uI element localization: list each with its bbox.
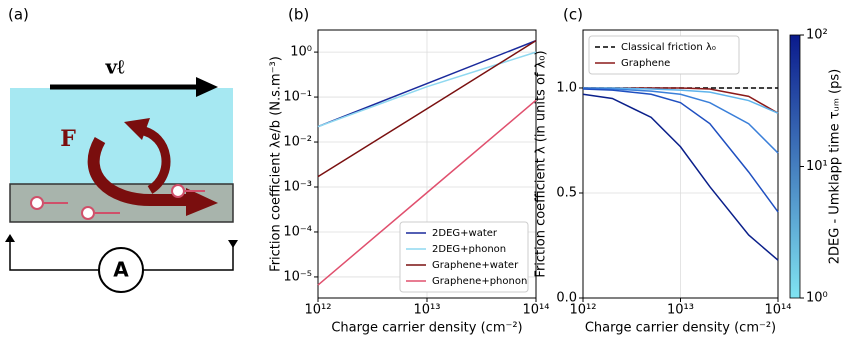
series-line <box>582 88 779 213</box>
series-line <box>583 87 779 114</box>
colorbar-tick-label: 10² <box>806 28 828 43</box>
series-line <box>317 99 537 286</box>
colorbar-label: 2DEG - Umklapp time τᵤₘ (ps) <box>828 69 843 264</box>
force-label: F <box>60 126 76 152</box>
panel-label: (a) <box>8 6 29 24</box>
rotation-arrow <box>138 125 171 194</box>
wire <box>143 240 234 271</box>
series-line <box>317 39 537 178</box>
legend-label: Graphene <box>621 58 670 69</box>
y-axis-label: Friction coefficient λe/b (N.s.m⁻³) <box>269 56 284 272</box>
ammeter <box>98 247 144 293</box>
arrowhead <box>124 118 150 140</box>
y-tick-label: 10⁻⁵ <box>283 269 312 284</box>
series-line <box>317 39 537 128</box>
electron-arrows <box>44 190 205 214</box>
legend-label: 2DEG+water <box>432 228 498 239</box>
y-axis-label: Friction coefficient λ (in units of λ₀) <box>534 50 549 277</box>
arrowhead <box>196 77 218 97</box>
colorbar <box>789 34 801 299</box>
plot-frame <box>317 29 537 299</box>
legend-box <box>588 35 740 75</box>
y-tick-label: 10⁻³ <box>283 179 312 194</box>
colorbar-tick-label: 10¹ <box>806 159 828 174</box>
series-line <box>582 87 779 154</box>
y-tick-label: 1.0 <box>556 80 577 95</box>
velocity-label: vℓ <box>104 55 125 79</box>
y-tick-label: 10⁻⁴ <box>283 224 312 239</box>
panel-label: (b) <box>288 6 309 24</box>
legend-label: Classical friction λ₀ <box>621 42 716 53</box>
x-tick-label: 10¹² <box>305 303 332 318</box>
arrowhead <box>186 188 218 216</box>
x-axis-label: Charge carrier density (cm⁻²) <box>585 321 776 336</box>
y-tick-label: 10⁰ <box>290 45 312 60</box>
x-tick-label: 10¹³ <box>414 303 441 318</box>
x-tick-label: 10¹⁴ <box>765 303 792 318</box>
legend-label: Graphene+water <box>432 260 519 271</box>
y-tick-label: 10⁻² <box>283 135 312 150</box>
arrowhead <box>5 234 15 242</box>
colorbar-tick-label: 10⁰ <box>806 291 828 306</box>
electrons <box>30 184 185 220</box>
plot-frame <box>582 29 779 299</box>
x-tick-label: 10¹² <box>570 303 597 318</box>
series-line <box>582 93 779 261</box>
y-tick-label: 0.0 <box>556 291 577 306</box>
x-tick-label: 10¹⁴ <box>523 303 550 318</box>
y-tick-label: 0.5 <box>556 185 577 200</box>
x-axis-label: Charge carrier density (cm⁻²) <box>331 321 522 336</box>
force-arrow <box>87 137 190 206</box>
ammeter-label: A <box>113 258 129 282</box>
schematic: A vℓ F <box>5 55 238 293</box>
y-tick-label: 10⁻¹ <box>283 90 312 105</box>
x-tick-label: 10¹³ <box>667 303 694 318</box>
legend-label: 2DEG+phonon <box>432 244 506 255</box>
panel-label: (c) <box>563 6 583 24</box>
legend-label: Graphene+phonon <box>432 276 527 287</box>
liquid <box>10 88 233 184</box>
wire <box>9 240 99 271</box>
arrowhead <box>228 240 238 248</box>
legend-box <box>399 221 529 293</box>
